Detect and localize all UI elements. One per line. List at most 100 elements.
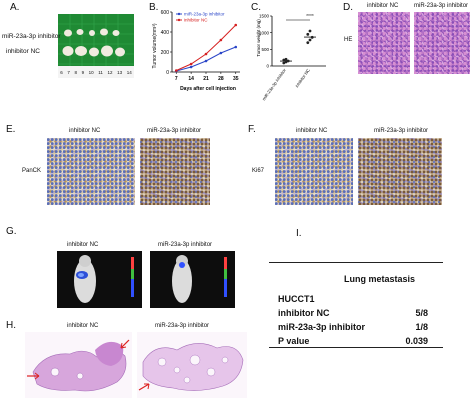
panel-b-label: B. bbox=[149, 2, 159, 13]
data-point bbox=[308, 38, 312, 42]
panel-a-label: A. bbox=[10, 2, 20, 13]
tumor-photo-art bbox=[58, 14, 134, 78]
x-tick-label: 21 bbox=[203, 76, 209, 82]
ivis-image-inhibitor bbox=[150, 251, 235, 308]
col-label-inhibitor: miR-23a-3p inhibitor bbox=[155, 323, 210, 329]
tumor-weight-chart: 0 500 1000 1500 miR-23a-3p inhibitor inhibito… bbox=[256, 14, 326, 101]
lung-section-inhibitor bbox=[137, 332, 247, 398]
table-row: HUCCT1 bbox=[278, 292, 428, 306]
data-point bbox=[286, 59, 290, 63]
data-point bbox=[308, 29, 312, 33]
panck-image-nc bbox=[47, 138, 135, 205]
y-tick-label: 0 bbox=[166, 70, 169, 76]
ruler-tick: 9 bbox=[81, 69, 85, 75]
data-point bbox=[284, 57, 288, 61]
y-tick-label: 500 bbox=[261, 47, 269, 52]
ivis-mouse-art bbox=[172, 255, 227, 303]
row-label-he: HE bbox=[344, 37, 353, 43]
col-label-nc: inhibitor NC bbox=[67, 242, 99, 248]
data-point bbox=[282, 61, 286, 65]
ruler-tick: 14 bbox=[126, 69, 132, 75]
row-label: P value bbox=[278, 336, 310, 346]
lung-section-nc bbox=[25, 332, 132, 398]
ki67-image-inhibitor bbox=[358, 138, 442, 205]
table-row: inhibitor NC 5/8 bbox=[278, 306, 428, 320]
legend-label: miR-23a-3p inhibitor bbox=[184, 12, 225, 17]
col-label-inhibitor: miR-23a-3p inhibitor bbox=[414, 3, 469, 9]
y-tick-label: 400 bbox=[161, 30, 170, 36]
data-point bbox=[234, 23, 238, 27]
data-point bbox=[174, 69, 178, 72]
data-point bbox=[284, 60, 288, 64]
series-line bbox=[176, 24, 237, 71]
panel-d-label: D. bbox=[343, 2, 353, 13]
ruler-tick: 7 bbox=[67, 69, 70, 75]
row-value: 1/8 bbox=[415, 322, 428, 332]
x-tick-label: 7 bbox=[175, 76, 178, 82]
row-label-nc: inhibitor NC bbox=[6, 48, 40, 55]
legend-marker bbox=[177, 12, 181, 16]
x-tick-label: inhibitor NC bbox=[294, 68, 311, 89]
panel-g-label: G. bbox=[6, 226, 17, 237]
ruler-tick: 12 bbox=[107, 69, 113, 75]
table-bottom-rule bbox=[269, 347, 443, 348]
data-point bbox=[282, 58, 286, 62]
table-row: miR-23a-3p inhibitor 1/8 bbox=[278, 320, 428, 334]
he-image-nc bbox=[358, 12, 410, 74]
ruler-tick: 8 bbox=[74, 69, 77, 75]
y-tick-label: 1000 bbox=[259, 30, 270, 35]
x-tick-label: 14 bbox=[188, 76, 194, 82]
ruler-tick: 10 bbox=[88, 69, 94, 75]
col-label-nc: inhibitor NC bbox=[367, 3, 399, 9]
y-tick-label: 200 bbox=[161, 50, 170, 56]
panel-h-label: H. bbox=[6, 320, 16, 331]
ivis-mouse-art bbox=[74, 255, 134, 303]
y-axis-label: Tumor weight (mg) bbox=[256, 19, 261, 57]
col-label-nc: inhibitor NC bbox=[67, 323, 99, 329]
data-point bbox=[204, 52, 208, 56]
photo-ruler: 6 7 8 9 10 11 12 13 14 bbox=[58, 66, 134, 78]
ivis-image-nc bbox=[57, 251, 142, 308]
ruler-tick: 6 bbox=[60, 69, 63, 75]
row-label-ki67: Ki67 bbox=[252, 168, 265, 174]
col-label-inhibitor: miR-23a-3p inhibitor bbox=[147, 128, 202, 134]
x-axis-label: Days after cell injection bbox=[180, 86, 236, 92]
x-tick-label: 28 bbox=[218, 76, 224, 82]
series-line bbox=[176, 46, 236, 72]
lung-section-art bbox=[27, 339, 130, 392]
data-point bbox=[189, 62, 193, 66]
row-label-inhibitor: miR-23a-3p inhibitor bbox=[2, 33, 61, 40]
legend-label: inhibitor NC bbox=[184, 18, 208, 23]
table-top-rule bbox=[269, 262, 443, 263]
data-point bbox=[234, 45, 238, 49]
col-label-inhibitor: miR-23a-3p inhibitor bbox=[374, 128, 429, 134]
data-point bbox=[219, 38, 223, 42]
tumor-volume-chart: 0 200 400 600 7 14 21 28 35 miR-23a-3p inhibitor… bbox=[152, 10, 240, 92]
row-value bbox=[397, 292, 428, 306]
data-point bbox=[306, 41, 310, 45]
panel-f-label: F. bbox=[248, 124, 256, 135]
significance-label: **** bbox=[306, 14, 314, 20]
panck-image-inhibitor bbox=[140, 138, 210, 205]
row-label-panck: PanCK bbox=[22, 168, 42, 174]
tumor-photo bbox=[58, 14, 134, 78]
data-point bbox=[189, 65, 193, 69]
y-axis-label: Tumor volume(mm³) bbox=[152, 23, 158, 68]
col-label-nc: inhibitor NC bbox=[296, 128, 328, 134]
data-point bbox=[310, 35, 314, 39]
col-label-nc: inhibitor NC bbox=[69, 128, 101, 134]
y-tick-label: 1500 bbox=[259, 14, 270, 19]
x-tick-label: miR-23a-3p inhibitor bbox=[261, 67, 287, 101]
data-point bbox=[306, 32, 310, 36]
panel-c-label: C. bbox=[251, 2, 261, 13]
data-point bbox=[219, 51, 223, 55]
col-label-inhibitor: miR-23a-3p inhibitor bbox=[158, 242, 213, 248]
x-tick-label: 35 bbox=[233, 76, 239, 82]
panel-e-label: E. bbox=[6, 124, 16, 135]
panel-i-label: I. bbox=[296, 228, 302, 239]
y-tick-label: 600 bbox=[161, 10, 170, 16]
ruler-tick: 13 bbox=[117, 69, 123, 75]
legend-marker bbox=[177, 18, 181, 22]
row-label: HUCCT1 bbox=[278, 294, 315, 304]
y-tick-label: 0 bbox=[266, 64, 269, 69]
